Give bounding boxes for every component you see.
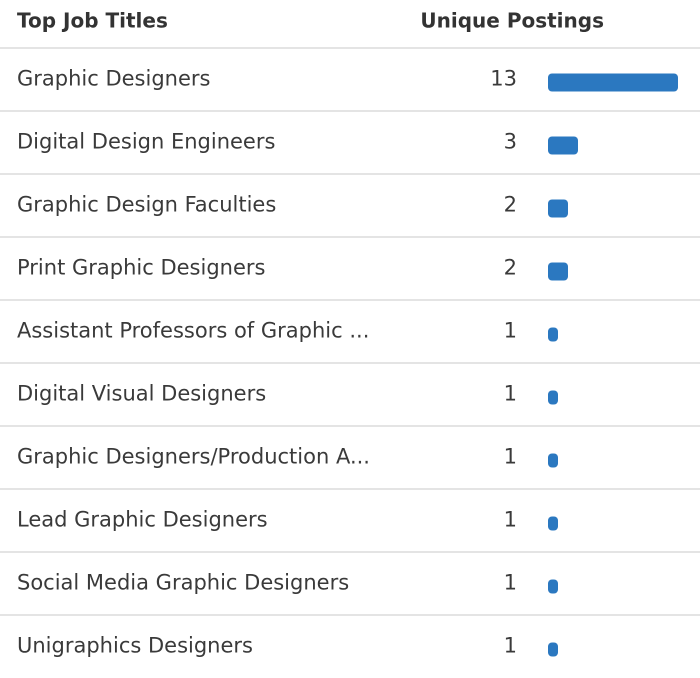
posting-count: 2 (504, 256, 517, 280)
posting-count: 1 (504, 319, 517, 343)
column-header: Top Job Titles (17, 9, 168, 33)
bar (548, 199, 568, 218)
posting-count: 2 (504, 193, 517, 217)
posting-count: 1 (504, 508, 517, 532)
bar (548, 516, 558, 531)
job-title: Digital Design Engineers (17, 130, 275, 154)
job-title: Social Media Graphic Designers (17, 571, 349, 595)
bar (548, 327, 558, 342)
posting-count: 1 (504, 445, 517, 469)
job-title: Graphic Design Faculties (17, 193, 276, 217)
posting-count: 1 (504, 571, 517, 595)
bar (548, 73, 678, 92)
bar (548, 453, 558, 468)
column-header: Unique Postings (420, 9, 604, 33)
posting-count: 1 (504, 634, 517, 658)
job-title: Lead Graphic Designers (17, 508, 268, 532)
job-title: Assistant Professors of Graphic ... (17, 319, 369, 343)
posting-count: 1 (504, 382, 517, 406)
job-title: Graphic Designers (17, 67, 210, 91)
bar (548, 136, 578, 155)
posting-count: 3 (504, 130, 517, 154)
job-title: Graphic Designers/Production A... (17, 445, 370, 469)
job-title: Unigraphics Designers (17, 634, 253, 658)
posting-count: 13 (490, 67, 517, 91)
job-title: Digital Visual Designers (17, 382, 266, 406)
job-title: Print Graphic Designers (17, 256, 265, 280)
bar (548, 262, 568, 281)
bar (548, 390, 558, 405)
bar (548, 579, 558, 594)
bar (548, 642, 558, 657)
